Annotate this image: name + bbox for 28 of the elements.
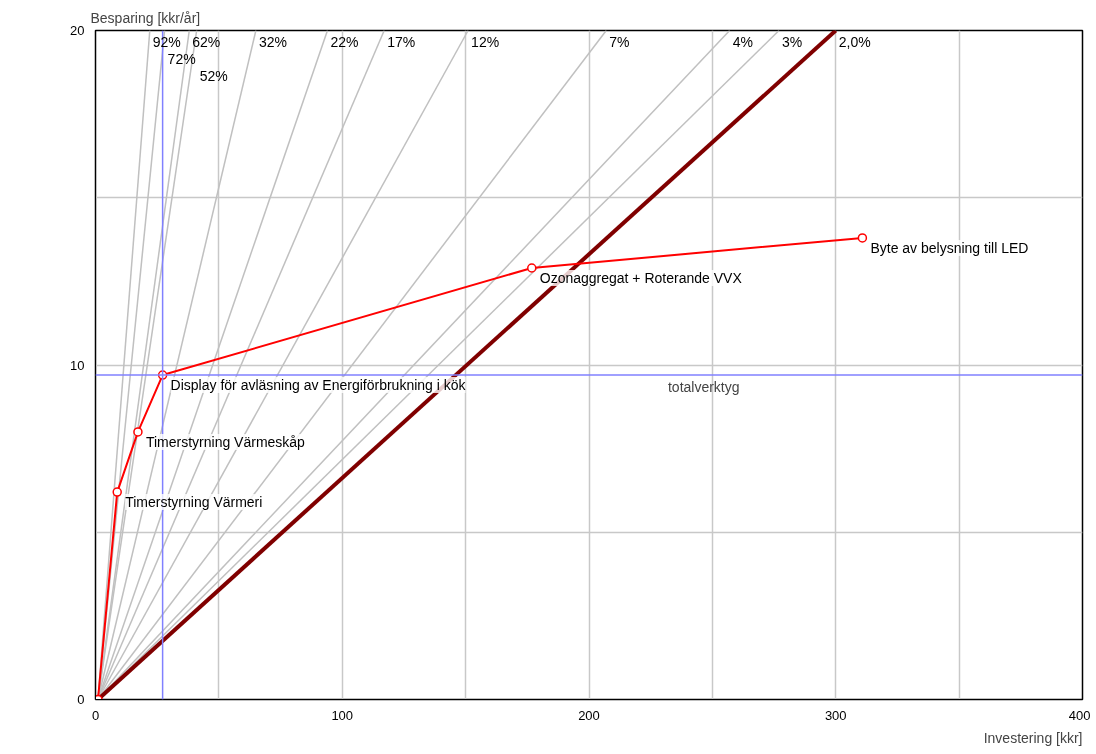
series-label: 22%: [330, 33, 359, 50]
x-tick-label: 300: [824, 707, 847, 723]
data-label: Timerstyrning Värmeri: [125, 494, 263, 511]
y-tick-label: 10: [70, 357, 85, 373]
series-label: 7%: [609, 33, 630, 50]
x-tick-label: 100: [331, 707, 354, 723]
series-label: 32%: [258, 33, 287, 50]
data-label: Display för avläsning av Energiförbrukning i kök: [170, 377, 467, 394]
data-label: Byte av belysning till LED: [870, 239, 1029, 256]
series-label: 4%: [732, 33, 753, 50]
series-label: 2,0%: [838, 33, 871, 50]
data-label: Ozonaggregat + Roterande VVX: [539, 269, 743, 286]
series-label: 72%: [167, 50, 196, 67]
x-axis-title: Investering [kkr]: [983, 729, 1083, 746]
series-label: 17%: [387, 33, 416, 50]
y-tick-label: 20: [70, 23, 85, 38]
series-label: 62%: [192, 33, 221, 50]
y-tick-label: 0: [77, 692, 85, 707]
series-label: 92%: [152, 33, 181, 50]
x-tick-label: 200: [578, 707, 600, 723]
ref-line-label: totalverktyg: [667, 379, 740, 396]
series-label: 3%: [782, 33, 803, 50]
x-tick-label: 400: [1068, 707, 1091, 723]
data-label: Timerstyrning Värmeskåp: [145, 433, 306, 450]
series-label: 12%: [471, 33, 500, 50]
x-tick-label: 0: [91, 707, 100, 723]
series-label: 52%: [199, 67, 228, 84]
y-axis-title: Besparing [kkr/år]: [90, 9, 201, 26]
